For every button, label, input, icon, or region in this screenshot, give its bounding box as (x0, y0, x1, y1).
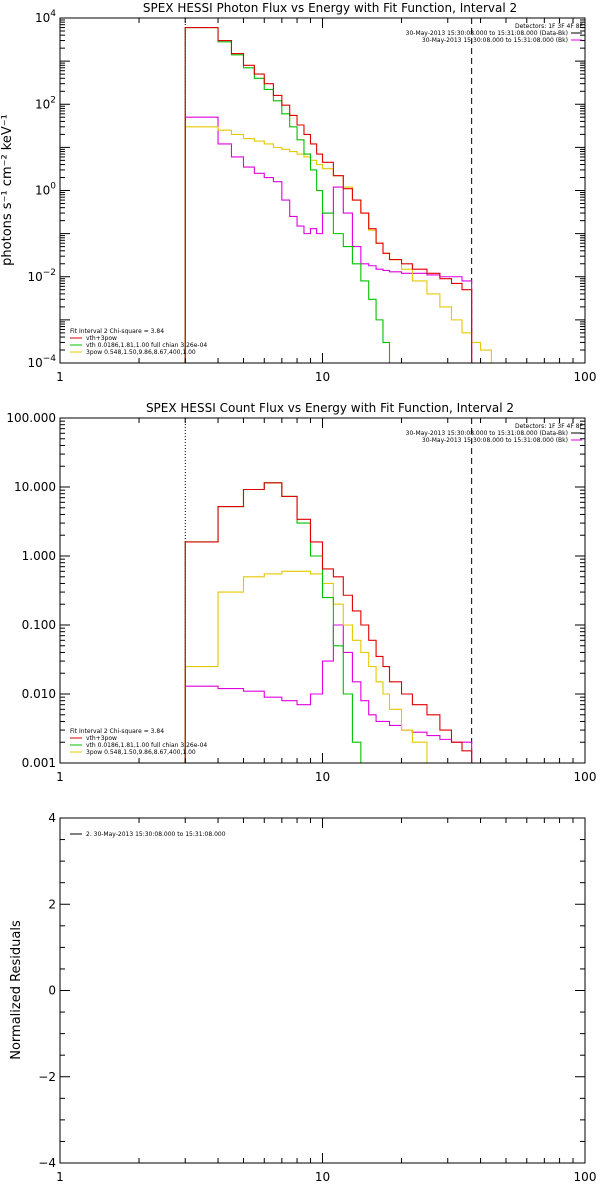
count-flux-thermal-label: vth 0.0186,1.81,1.00 full chian 3.26e-04 (86, 742, 207, 749)
residuals-series-residuals (185, 844, 471, 1163)
residuals-y-tick-label: 0 (48, 984, 56, 998)
residuals-x-tick-label: 10 (315, 1170, 330, 1184)
photon-flux-y-tick-label: 10−4 (27, 354, 56, 370)
count-flux-x-tick-label: 1 (56, 770, 64, 784)
count-flux-nonthermal-label: 3pow 0.548,1.50,9.86,8.67,400,1.00 (86, 749, 196, 756)
photon-flux-series-bk (184, 116, 473, 363)
residuals-x-tick-label: 1 (56, 1170, 64, 1184)
residuals-legend-label: 2. 30-May-2013 15:30:08.000 to 15:31:08.… (86, 831, 226, 838)
count-flux-interval-bk-text: 30-May-2013 15:30:08.000 to 15:31:08.000… (422, 437, 568, 444)
photon-flux-series-vth (184, 27, 413, 364)
photon-flux-x-tick-label: 100 (574, 370, 597, 384)
count-flux-total-label: vth+3pow (86, 735, 117, 742)
count-flux-info-box: Detectors: 1F 3F 4F 8F 30-May-2013 15:30… (406, 423, 584, 444)
count-flux-interval-data-text: 30-May-2013 15:30:08.000 to 15:31:08.000… (406, 430, 568, 437)
photon-flux-detectors-text: Detectors: 1F 3F 4F 8F (515, 23, 584, 30)
photon-flux-fit-legend: Fit Interval 2 Chi-square = 3.84 vth+3po… (70, 328, 207, 356)
count-flux-series-vth-3pow (184, 482, 473, 763)
photon-flux-panel: SPEX HESSI Photon Flux vs Energy with Fi… (0, 1, 596, 384)
residuals-axes-frame (59, 817, 586, 1164)
photon-flux-interval-data-text: 30-May-2013 15:30:08.000 to 15:31:08.000… (406, 30, 568, 37)
count-flux-series-data-bk (185, 484, 471, 763)
residuals-y-tick-label: 4 (48, 811, 56, 825)
count-flux-fit-legend: Fit Interval 2 Chi-square = 3.84 vth+3po… (70, 728, 207, 756)
photon-flux-info-box: Detectors: 1F 3F 4F 8F 30-May-2013 15:30… (406, 23, 584, 44)
residuals-y-tick-label: −2 (38, 1070, 56, 1084)
count-flux-y-tick-label: 100.000 (6, 411, 56, 425)
residuals-y-label: Normalized Residuals (9, 920, 24, 1060)
count-flux-y-tick-label: 1.000 (22, 549, 56, 563)
count-flux-x-tick-label: 100 (574, 770, 597, 784)
photon-flux-y-tick-label: 104 (35, 9, 56, 25)
residuals-y-tick-label: 2 (48, 897, 56, 911)
residuals-legend: 2. 30-May-2013 15:30:08.000 to 15:31:08.… (70, 831, 226, 838)
photon-flux-series-vth-3pow (184, 27, 473, 363)
count-flux-y-tick-label: 0.010 (22, 687, 56, 701)
count-flux-detectors-text: Detectors: 1F 3F 4F 8F (515, 423, 584, 430)
photon-flux-series-data-bk (185, 28, 471, 363)
count-flux-fit-summary: Fit Interval 2 Chi-square = 3.84 (70, 728, 164, 735)
photon-flux-title: SPEX HESSI Photon Flux vs Energy with Fi… (143, 1, 517, 15)
photon-flux-total-label: vth+3pow (86, 335, 117, 342)
photon-flux-x-tick-label: 1 (56, 370, 64, 384)
residuals-y-tick-label: −4 (38, 1156, 56, 1170)
count-flux-x-tick-label: 10 (315, 770, 330, 784)
residuals-x-tick-label: 100 (574, 1170, 597, 1184)
photon-flux-x-tick-label: 10 (315, 370, 330, 384)
count-flux-title: SPEX HESSI Count Flux vs Energy with Fit… (146, 401, 514, 415)
count-flux-panel: SPEX HESSI Count Flux vs Energy with Fit… (6, 401, 596, 784)
photon-flux-nonthermal-label: 3pow 0.548,1.50,9.86,8.67,400,1.00 (86, 349, 196, 356)
photon-flux-y-label: photons s⁻¹ cm⁻² keV⁻¹ (0, 114, 15, 266)
photon-flux-series-3pow (184, 126, 506, 364)
photon-flux-interval-bk-text: 30-May-2013 15:30:08.000 to 15:31:08.000… (422, 37, 568, 44)
count-flux-y-tick-label: 10.000 (14, 480, 56, 494)
residuals-panel: 1 10 100 −4 −2 0 2 4 Normalized Residuals 2. 3… (9, 811, 596, 1184)
count-flux-series-vth (184, 482, 369, 764)
photon-flux-y-tick-label: 100 (35, 182, 56, 198)
photon-flux-fit-summary: Fit Interval 2 Chi-square = 3.84 (70, 328, 164, 335)
photon-flux-y-tick-label: 10−2 (27, 268, 56, 284)
count-flux-series-3pow (184, 570, 440, 764)
photon-flux-thermal-label: vth 0.0186,1.81,1.00 full chian 3.26e-04 (86, 342, 207, 349)
count-flux-series-bk (184, 624, 473, 763)
count-flux-y-tick-label: 0.100 (22, 618, 56, 632)
count-flux-y-tick-label: 0.001 (22, 756, 56, 770)
photon-flux-y-tick-label: 102 (35, 95, 56, 111)
